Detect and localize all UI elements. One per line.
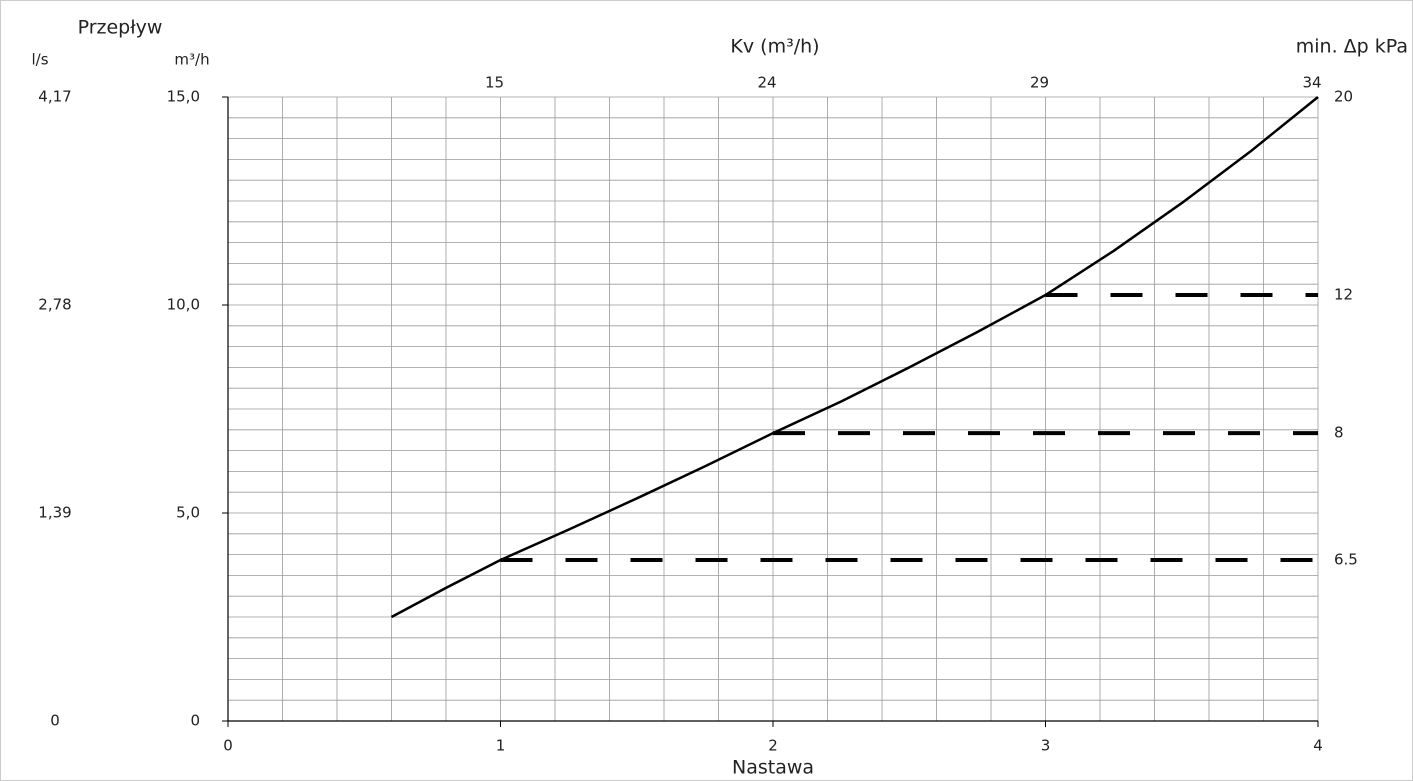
- y-tick-label-ls: 0: [50, 712, 60, 730]
- flow-curve: [390, 96, 1319, 619]
- y-tick-label-ls: 1,39: [38, 504, 71, 522]
- y-tick-label-ls: 2,78: [38, 296, 71, 314]
- dp-label: 6.5: [1334, 551, 1358, 569]
- x-tick-label: 3: [1041, 737, 1051, 755]
- y-unit: m³/h: [174, 51, 209, 69]
- dp-label: 8: [1334, 424, 1344, 442]
- y-title: Przepływ: [78, 17, 163, 39]
- x-tick-label: 2: [768, 737, 778, 755]
- y-tick-label: 0: [190, 712, 200, 730]
- chart-title: Kv (m³/h): [730, 36, 819, 58]
- y2-title: min. Δp kPa: [1296, 36, 1408, 58]
- kv-tick-label: 24: [757, 74, 776, 92]
- kv-tick-label: 29: [1030, 74, 1049, 92]
- dp-label: 20: [1334, 88, 1353, 106]
- x-tick-label: 1: [496, 737, 506, 755]
- kv-tick-label: 34: [1302, 74, 1321, 92]
- y-tick-label: 15,0: [167, 88, 200, 106]
- y-tick-label: 10,0: [167, 296, 200, 314]
- y-unit-left: l/s: [31, 51, 48, 69]
- kv-tick-label: 15: [485, 74, 504, 92]
- x-tick-label: 4: [1313, 737, 1323, 755]
- x-tick-label: 0: [223, 737, 233, 755]
- y-tick-label-ls: 4,17: [38, 88, 71, 106]
- y-tick-label: 5,0: [176, 504, 200, 522]
- dp-label: 12: [1334, 286, 1353, 304]
- x-title: Nastawa: [732, 757, 814, 779]
